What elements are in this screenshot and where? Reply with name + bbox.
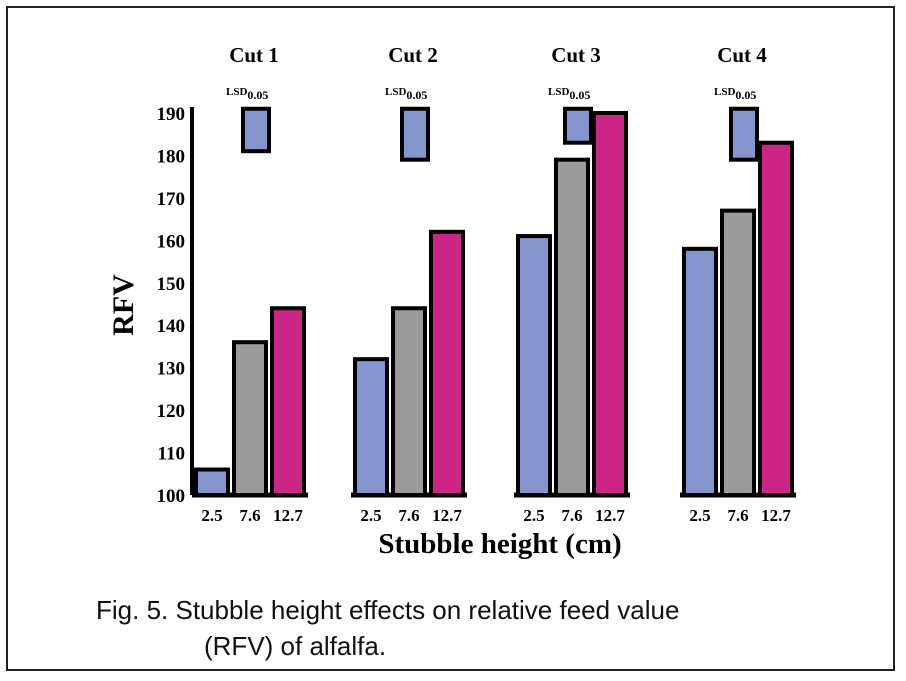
bar [682,246,718,497]
lsd-bar [563,106,593,145]
y-tick-label: 180 [157,146,186,167]
y-tick-label: 100 [157,486,186,507]
caption-line-1: Fig. 5. Stubble height effects on relati… [96,595,680,625]
figure-caption: Fig. 5. Stubble height effects on relati… [96,592,856,664]
y-tick-label: 170 [157,189,186,210]
bar [429,229,465,497]
bar [720,208,756,497]
bar [232,340,268,498]
y-axis-label: RFV [107,274,140,336]
x-tick-label: 2.5 [689,506,710,525]
bar [516,234,552,497]
lsd-label: LSD0.05 [714,86,756,102]
cut-title: Cut 2 [388,43,438,67]
cut-title: Cut 3 [551,43,601,67]
bar [592,111,628,497]
x-tick-label: 2.5 [360,506,381,525]
y-tick-label: 140 [157,316,186,337]
lsd-bar [400,106,430,162]
lsd-label: LSD0.05 [548,86,590,102]
bar [270,306,306,497]
x-tick-label: 12.7 [761,506,791,525]
y-tick-label: 190 [157,104,186,125]
x-tick-label: 7.6 [727,506,748,525]
lsd-label: LSD0.05 [226,86,268,102]
x-tick-label: 2.5 [201,506,222,525]
x-tick-label: 7.6 [239,506,260,525]
x-axis-label: Stubble height (cm) [378,528,621,560]
lsd-label: LSD0.05 [385,86,427,102]
x-tick-label: 2.5 [523,506,544,525]
y-tick-label: 110 [158,444,185,465]
y-tick-label: 160 [157,231,186,252]
x-tick-label: 12.7 [432,506,462,525]
y-tick-label: 120 [157,401,186,422]
bar [554,157,590,497]
x-tick-label: 7.6 [398,506,419,525]
x-tick-label: 7.6 [561,506,582,525]
cut-title: Cut 4 [717,43,767,67]
cut-title: Cut 1 [229,43,279,67]
lsd-bar [729,106,759,162]
x-tick-label: 12.7 [273,506,303,525]
lsd-bar [241,106,271,154]
bar [391,306,427,497]
y-tick-label: 150 [157,274,186,295]
y-tick-label: 130 [157,359,186,380]
bar [758,140,794,497]
bar-chart: 100 110 120 130 140 150 160 170 180 190 Cut 1 LSD0.… [107,43,796,560]
bar [194,467,230,497]
bar [353,357,389,497]
x-tick-label: 12.7 [595,506,625,525]
caption-line-2: (RFV) of alfalfa. [204,631,387,661]
